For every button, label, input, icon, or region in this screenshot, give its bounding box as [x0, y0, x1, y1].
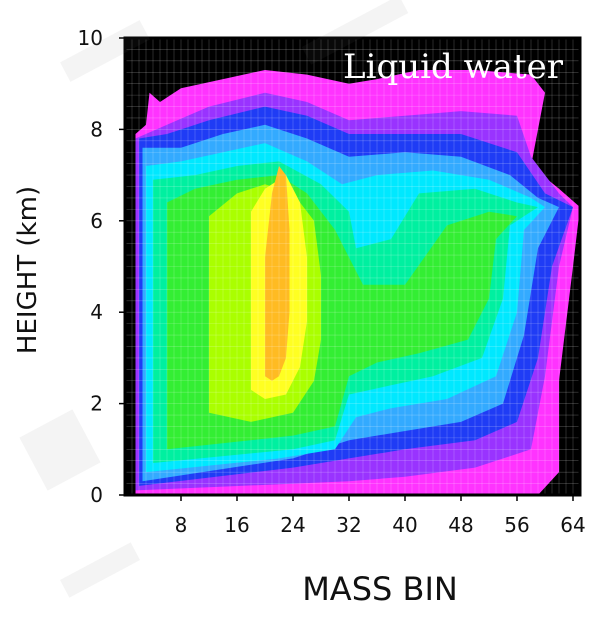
y-tick-label: 8 — [90, 117, 103, 141]
x-tick-label: 32 — [336, 513, 361, 537]
x-tick-label: 8 — [175, 513, 188, 537]
y-tick-label: 0 — [90, 483, 103, 507]
plot-frame — [123, 36, 582, 497]
x-tick-label: 56 — [504, 513, 529, 537]
x-tick-label: 64 — [560, 513, 585, 537]
y-axis-label: HEIGHT (km) — [13, 186, 43, 354]
y-tick-label: 2 — [90, 392, 103, 416]
x-axis-label: MASS BIN — [302, 570, 458, 608]
y-tick-label: 6 — [90, 209, 103, 233]
plot-border — [123, 36, 582, 497]
x-tick-label: 40 — [392, 513, 417, 537]
grid-lines — [125, 38, 580, 495]
x-tick-label: 24 — [280, 513, 305, 537]
y-tick-label: 4 — [90, 300, 103, 324]
chart-annotation-liquid-water: Liquid water — [343, 47, 564, 87]
x-tick-label: 48 — [448, 513, 473, 537]
contour-level-orange — [265, 166, 290, 381]
x-tick-label: 16 — [224, 513, 249, 537]
plot-area — [125, 38, 580, 495]
y-tick-label: 10 — [78, 26, 103, 50]
